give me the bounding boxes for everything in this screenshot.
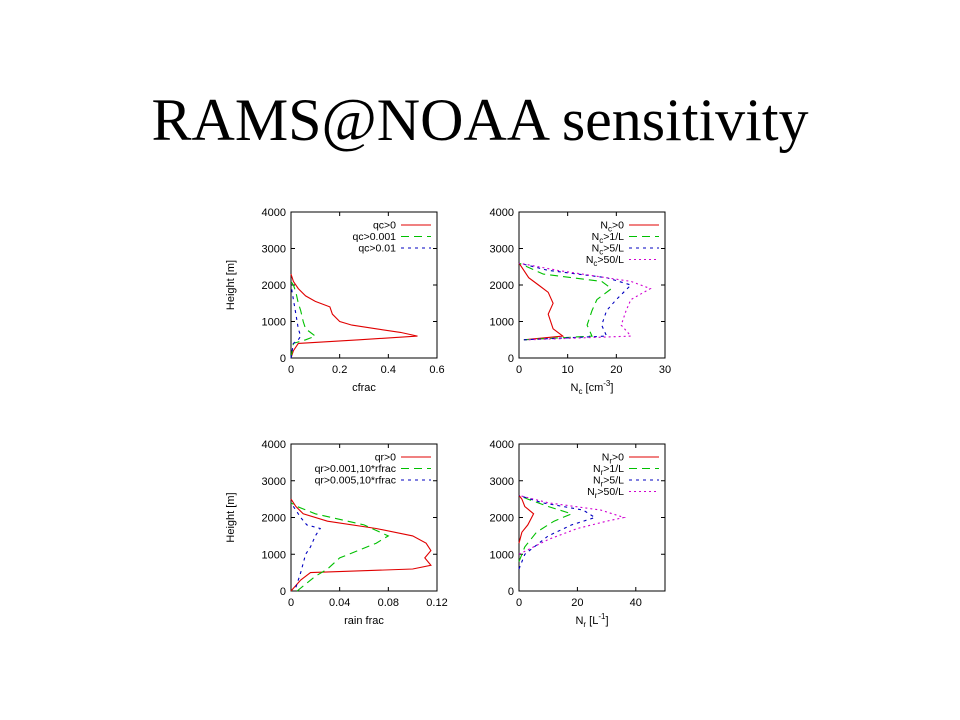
x-tick-label: 0 bbox=[288, 364, 294, 376]
y-axis-label: Height [m] bbox=[225, 260, 237, 310]
y-tick-label: 2000 bbox=[490, 513, 514, 525]
y-tick-label: 2000 bbox=[262, 280, 286, 292]
y-tick-label: 4000 bbox=[262, 439, 286, 451]
legend-label: qr>0 bbox=[375, 452, 396, 464]
x-axis-label: Nc​ [cm-3​] bbox=[571, 379, 614, 396]
legend-label: Nr​>0 bbox=[602, 452, 624, 466]
legend-label: qc>0 bbox=[373, 220, 396, 232]
chart-panel-2: 0 1000 2000 3000 4000 0 10 20 30 Nc​ [cm-3​] Nc​>0… bbox=[490, 207, 672, 396]
y-tick-label: 4000 bbox=[490, 207, 514, 219]
y-tick-label: 1000 bbox=[262, 549, 286, 561]
series-line-2 bbox=[518, 494, 574, 562]
series-line-3 bbox=[518, 494, 597, 570]
series-line-1 bbox=[518, 495, 535, 544]
legend-label: Nc​>0 bbox=[600, 220, 624, 234]
legend-label: Nc​>50/L bbox=[586, 254, 624, 268]
series-line-1 bbox=[290, 273, 418, 359]
series-line-2 bbox=[290, 502, 390, 592]
y-tick-label: 0 bbox=[508, 586, 514, 598]
legend-label: qc>0.001 bbox=[353, 231, 397, 243]
x-tick-label: 20 bbox=[571, 597, 583, 609]
series-line-2 bbox=[290, 281, 317, 359]
series-line-4 bbox=[518, 494, 627, 555]
y-tick-label: 3000 bbox=[262, 244, 286, 256]
x-tick-label: 0.6 bbox=[429, 364, 444, 376]
chart-panel-1: 0 1000 2000 3000 4000 0 0.2 0.4 0.6 cfrac Height [… bbox=[225, 207, 445, 394]
y-tick-label: 1000 bbox=[262, 317, 286, 329]
series-line-3 bbox=[290, 502, 322, 588]
x-tick-label: 0.4 bbox=[381, 364, 396, 376]
y-tick-label: 3000 bbox=[490, 476, 514, 488]
x-tick-label: 0 bbox=[516, 597, 522, 609]
y-tick-label: 0 bbox=[508, 353, 514, 365]
x-tick-label: 0.08 bbox=[378, 597, 399, 609]
series-line-1 bbox=[518, 262, 565, 341]
x-tick-label: 0.2 bbox=[332, 364, 347, 376]
series-line-3 bbox=[290, 284, 302, 359]
x-tick-label: 30 bbox=[659, 364, 671, 376]
x-tick-label: 10 bbox=[562, 364, 574, 376]
x-tick-label: 0 bbox=[516, 364, 522, 376]
x-tick-label: 40 bbox=[630, 597, 642, 609]
y-tick-label: 1000 bbox=[490, 317, 514, 329]
x-tick-label: 0.12 bbox=[426, 597, 447, 609]
y-tick-label: 2000 bbox=[490, 280, 514, 292]
y-tick-label: 1000 bbox=[490, 549, 514, 561]
x-tick-label: 0 bbox=[288, 597, 294, 609]
series-line-2 bbox=[518, 262, 613, 341]
x-tick-label: 20 bbox=[610, 364, 622, 376]
legend-label: Nc​>1/L bbox=[592, 231, 624, 245]
x-tick-label: 0.04 bbox=[329, 597, 350, 609]
legend-label: Nr​>50/L bbox=[587, 486, 624, 500]
y-tick-label: 0 bbox=[280, 353, 286, 365]
series-line-4 bbox=[518, 262, 652, 341]
x-axis-label: cfrac bbox=[352, 382, 376, 394]
legend-label: Nr​>5/L bbox=[593, 475, 624, 489]
plot-frame bbox=[518, 443, 666, 592]
legend-label: Nr​>1/L bbox=[593, 463, 624, 477]
y-tick-label: 0 bbox=[280, 586, 286, 598]
legend-label: Nc​>5/L bbox=[592, 243, 624, 257]
legend-label: qr>0.001,10*rfrac bbox=[315, 463, 396, 475]
x-axis-label: Nr​ [L-1​] bbox=[575, 612, 608, 629]
series-line-1 bbox=[290, 498, 432, 592]
y-tick-label: 4000 bbox=[262, 207, 286, 219]
y-axis-label: Height [m] bbox=[225, 492, 237, 542]
y-tick-label: 3000 bbox=[490, 244, 514, 256]
y-tick-label: 2000 bbox=[262, 513, 286, 525]
y-tick-label: 3000 bbox=[262, 476, 286, 488]
slide-title: RAMS@NOAA sensitivity bbox=[151, 87, 809, 153]
x-axis-label: rain frac bbox=[344, 615, 384, 627]
series-line-3 bbox=[518, 262, 632, 341]
legend-label: qc>0.01 bbox=[358, 243, 396, 255]
legend-label: qr>0.005,10*rfrac bbox=[315, 475, 396, 487]
chart-panel-3: 0 1000 2000 3000 4000 0 0.04 0.08 0.12 rain frac H… bbox=[225, 439, 448, 627]
y-tick-label: 4000 bbox=[490, 439, 514, 451]
